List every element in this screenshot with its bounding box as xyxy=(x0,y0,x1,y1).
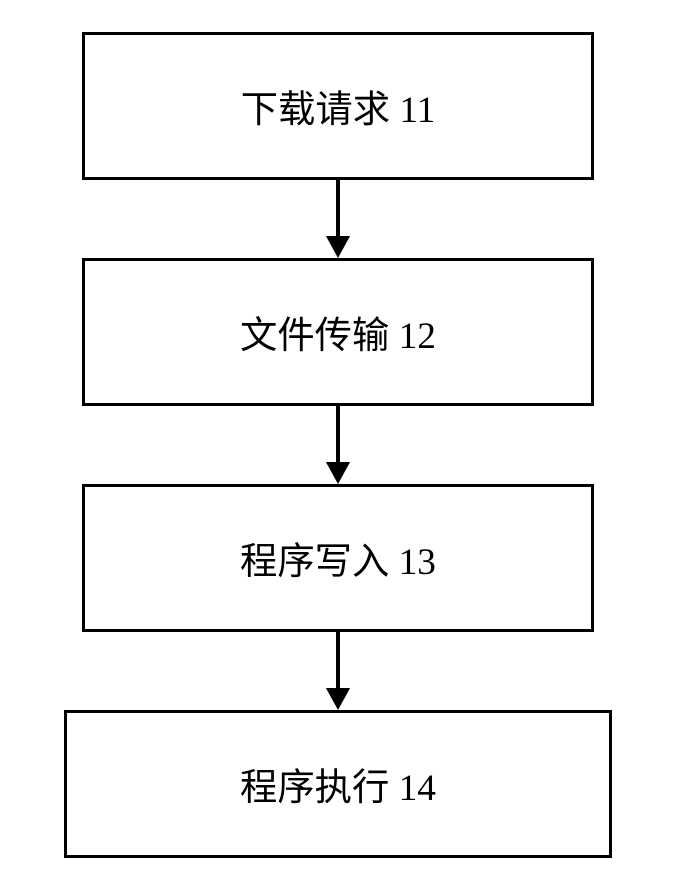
flowchart-node-label: 程序写入 13 xyxy=(240,531,436,585)
flowchart-node-label: 文件传输 12 xyxy=(240,305,436,359)
flowchart-node-n2: 文件传输 12 xyxy=(82,258,594,406)
flowchart-node-n1: 下载请求 11 xyxy=(82,32,594,180)
flowchart-arrow-n3-n4 xyxy=(316,632,360,710)
flowchart-node-n3: 程序写入 13 xyxy=(82,484,594,632)
flowchart-node-label: 下载请求 11 xyxy=(241,79,436,133)
flowchart-arrow-n2-n3 xyxy=(316,406,360,484)
flowchart-node-n4: 程序执行 14 xyxy=(64,710,612,858)
flowchart-node-label: 程序执行 14 xyxy=(240,757,436,811)
flowchart-arrow-n1-n2 xyxy=(316,180,360,258)
